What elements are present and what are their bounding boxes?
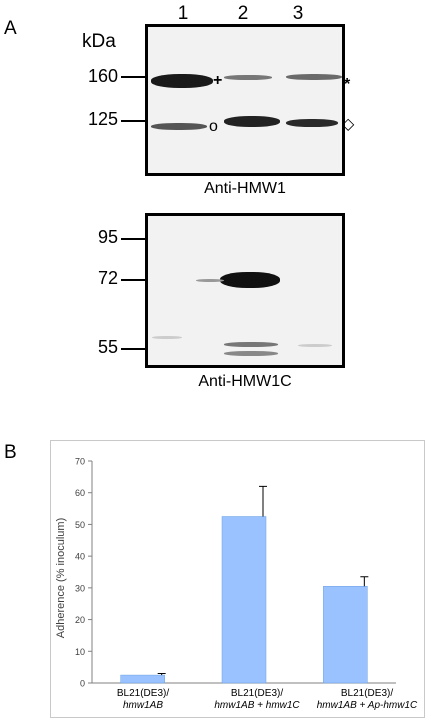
blot-hmw1-caption: Anti-HMW1	[204, 180, 286, 197]
bar	[120, 674, 165, 684]
marker-72-label: 72	[97, 268, 118, 288]
x-category-label-3: BL21(DE3)/ hmw1AB + Ap-hmw1C	[307, 688, 427, 712]
band-lane2-72-smear	[196, 279, 224, 282]
marker-55-tick	[121, 348, 147, 350]
band-lane1-160	[151, 74, 213, 88]
circle-symbol: o	[209, 118, 218, 135]
blot-hmw1c-caption: Anti-HMW1C	[198, 373, 292, 390]
marker-125-label: 125	[87, 109, 118, 129]
marker-55-label: 55	[97, 337, 118, 357]
y-tick-label: 40	[75, 552, 85, 562]
blot-hmw1-image	[145, 24, 345, 176]
x-category-label-3-line2: hmw1AB + Ap-hmw1C	[316, 700, 418, 711]
plus-symbol: +	[213, 72, 223, 89]
marker-95-label: 95	[97, 227, 118, 247]
x-category-label-2-line2: hmw1AB + hmw1C	[214, 700, 300, 711]
x-category-label-2: BL21(DE3)/ hmw1AB + hmw1C	[197, 688, 317, 712]
bar	[323, 586, 368, 684]
band-lane2-55-upper	[224, 342, 278, 347]
band-lane2-72	[220, 272, 280, 288]
kda-unit-label: kDa	[82, 31, 116, 52]
band-lane2-125	[224, 116, 280, 127]
marker-125-tick	[121, 120, 147, 122]
bar	[221, 516, 267, 684]
y-tick-label: 10	[75, 647, 85, 657]
x-category-label-1: BL21(DE3)/ hmw1AB	[83, 688, 203, 712]
y-axis-label: Adherence (% inoculum)	[55, 518, 67, 638]
band-lane3-160	[286, 74, 342, 80]
lane-label-3: 3	[292, 3, 304, 24]
blot-hmw1-section: 1 2 3 kDa 160 125 + o * ◇ Anti-HMW1	[0, 0, 430, 200]
x-category-label-1-line1: BL21(DE3)/	[116, 688, 170, 699]
bars	[120, 485, 369, 684]
lane-label-1: 1	[177, 3, 189, 24]
lane-label-2: 2	[237, 3, 249, 24]
band-lane2-160	[224, 75, 272, 80]
blot-hmw1c-section: 95 72 55 Anti-HMW1C	[0, 205, 430, 395]
y-tick-label: 70	[75, 457, 85, 467]
open-diamond-symbol: ◇	[342, 116, 355, 133]
panel-label-b: B	[4, 442, 17, 463]
band-lane1-faint	[152, 336, 182, 339]
panel-label-a: A	[4, 18, 17, 39]
blot-hmw1c-image	[145, 213, 345, 368]
band-lane2-55-lower	[224, 351, 278, 356]
x-category-label-3-line1: BL21(DE3)/	[340, 688, 394, 699]
star-symbol: *	[344, 76, 351, 93]
x-category-label-2-line1: BL21(DE3)/	[230, 688, 284, 699]
marker-72-tick	[121, 279, 147, 281]
y-tick-label: 50	[75, 520, 85, 530]
y-tick-label: 0	[80, 679, 85, 689]
y-tick-label: 20	[75, 615, 85, 625]
y-tick-label: 60	[75, 488, 85, 498]
marker-160-label: 160	[87, 66, 118, 86]
x-category-label-1-line2: hmw1AB	[122, 700, 163, 711]
marker-160-tick	[121, 76, 147, 78]
band-lane3-faint	[298, 344, 332, 347]
y-tick-label: 30	[75, 583, 85, 593]
band-lane1-125	[151, 123, 207, 130]
band-lane3-125	[286, 119, 338, 127]
adherence-chart-frame	[50, 440, 425, 718]
marker-95-tick	[121, 238, 147, 240]
